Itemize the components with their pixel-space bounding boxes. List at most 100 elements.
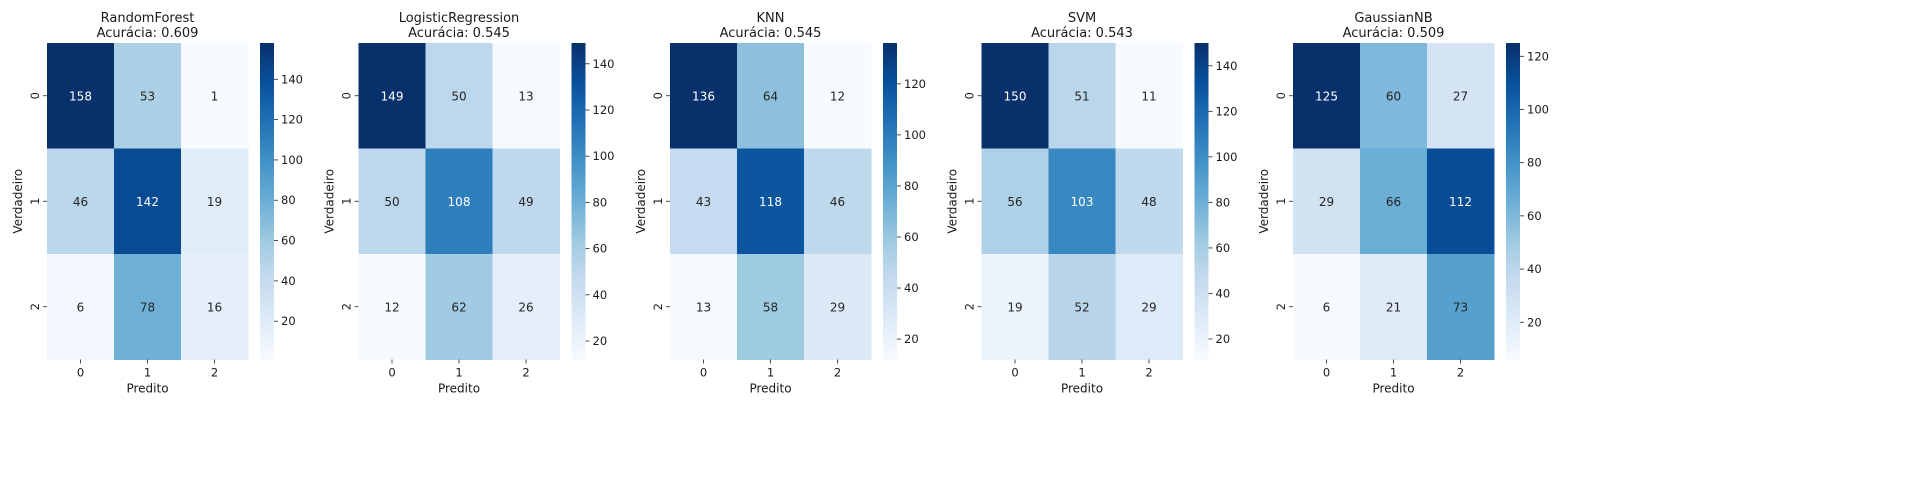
colorbar-segment (883, 197, 897, 202)
cell-value-label: 26 (518, 300, 533, 314)
colorbar-segment (571, 177, 586, 183)
colorbar-segment (1194, 343, 1209, 349)
heatmap-cell (492, 148, 560, 255)
heatmap-cell (737, 254, 805, 360)
colorbar-segment (1506, 335, 1520, 341)
colorbar-segment (260, 252, 274, 258)
colorbar-tick-label: 40 (281, 274, 296, 288)
colorbar-segment (260, 268, 274, 274)
colorbar-segment (883, 292, 897, 297)
cell-value-label: 1 (211, 89, 219, 103)
colorbar-tick-label: 60 (1216, 241, 1231, 255)
colorbar-segment (1194, 331, 1209, 337)
heatmap-cell (492, 254, 560, 360)
colorbar-segment (1506, 54, 1520, 60)
colorbar-segment (1506, 46, 1520, 52)
colorbar-segment (571, 169, 586, 175)
y-tick-label: 0 (651, 92, 665, 99)
colorbar-segment (883, 62, 897, 68)
heatmap-cell (670, 148, 738, 255)
colorbar-segment (1194, 260, 1209, 266)
colorbar-segment (1506, 102, 1520, 107)
colorbar-segment (571, 209, 586, 214)
colorbar-segment (571, 351, 586, 357)
colorbar-segment (1194, 312, 1209, 317)
cell-value-label: 142 (136, 195, 159, 209)
colorbar-segment (1194, 228, 1209, 234)
colorbar-segment (1194, 110, 1209, 115)
y-tick-label: 2 (1274, 303, 1288, 310)
colorbar-segment (260, 308, 274, 313)
colorbar-segment (1194, 244, 1209, 250)
heatmap-cell (114, 43, 182, 149)
colorbar-segment (260, 133, 274, 139)
heatmap-cell (358, 254, 426, 360)
colorbar-segment (1194, 197, 1209, 202)
colorbar-segment (1194, 86, 1209, 92)
heatmap-cell (181, 43, 249, 149)
colorbar-segment (1194, 232, 1209, 238)
colorbar-tick-label: 40 (1527, 262, 1542, 276)
colorbar-segment (571, 244, 586, 250)
cell-value-label: 112 (1449, 195, 1472, 209)
colorbar-segment (260, 300, 274, 305)
colorbar-segment (260, 280, 274, 285)
colorbar-segment (260, 224, 274, 230)
colorbar-segment (260, 347, 274, 353)
colorbar-segment (883, 189, 897, 194)
colorbar-segment (571, 130, 586, 135)
colorbar-segment (571, 347, 586, 353)
colorbar-segment (260, 197, 274, 202)
colorbar-segment (1506, 106, 1520, 111)
heatmap-cell (1293, 43, 1361, 149)
colorbar-tick-label: 60 (904, 230, 919, 244)
colorbar-segment (571, 339, 586, 345)
colorbar-segment (1506, 161, 1520, 167)
chart-title: SVM (1068, 11, 1096, 26)
colorbar-segment (883, 122, 897, 127)
y-tick-label: 0 (28, 92, 42, 99)
colorbar-segment (883, 351, 897, 357)
colorbar-tick-label: 80 (281, 193, 296, 207)
colorbar-segment (883, 126, 897, 131)
colorbar-segment (1506, 272, 1520, 278)
y-tick-label: 0 (963, 92, 977, 99)
colorbar-segment (1194, 149, 1209, 155)
colorbar-segment (1506, 280, 1520, 285)
colorbar-segment (1506, 169, 1520, 175)
y-axis-label: Verdadeiro (323, 169, 337, 234)
colorbar-segment (260, 165, 274, 171)
colorbar-segment (1506, 319, 1520, 325)
y-tick-label: 0 (340, 92, 354, 99)
colorbar-segment (571, 106, 586, 111)
colorbar-segment (260, 118, 274, 123)
colorbar-segment (571, 260, 586, 266)
colorbar-segment (1506, 86, 1520, 92)
colorbar-segment (1506, 43, 1520, 48)
colorbar-segment (1194, 43, 1209, 48)
heatmap-cell (358, 43, 426, 149)
colorbar-segment (883, 137, 897, 143)
colorbar-segment (571, 102, 586, 107)
colorbar-segment (1506, 339, 1520, 345)
x-axis-label: Predito (749, 382, 791, 396)
y-tick-label: 1 (28, 198, 42, 205)
cell-value-label: 29 (1319, 195, 1334, 209)
cell-value-label: 6 (1323, 300, 1331, 314)
chart-subtitle: Acurácia: 0.609 (97, 26, 199, 41)
colorbar-segment (571, 335, 586, 341)
colorbar-segment (260, 292, 274, 297)
colorbar-segment (571, 323, 586, 329)
colorbar-segment (571, 201, 586, 206)
colorbar-segment (883, 252, 897, 258)
colorbar-segment (883, 213, 897, 218)
heatmap-cell (1048, 148, 1116, 255)
colorbar-segment (571, 284, 586, 289)
colorbar-segment (571, 308, 586, 313)
colorbar-segment (571, 133, 586, 139)
colorbar-segment (1194, 145, 1209, 151)
colorbar-segment (1506, 323, 1520, 329)
colorbar-segment (1194, 82, 1209, 88)
